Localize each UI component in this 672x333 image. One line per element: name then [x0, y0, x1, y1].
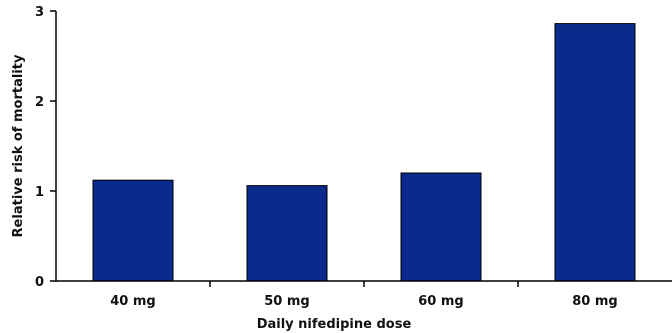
x-tick-label: 50 mg	[264, 294, 309, 309]
x-tick-label: 60 mg	[418, 294, 463, 309]
y-tick-label: 2	[35, 95, 44, 110]
bars	[92, 23, 636, 282]
y-axis-title: Relative risk of mortality	[11, 54, 26, 237]
bar-80-mg	[554, 23, 636, 282]
x-tick-labels: 40 mg 50 mg 60 mg 80 mg	[110, 294, 617, 309]
x-tick-label: 80 mg	[572, 294, 617, 309]
y-axis-ticks	[50, 10, 56, 282]
x-tick-label: 40 mg	[110, 294, 155, 309]
bar-60-mg	[400, 172, 482, 282]
y-tick-labels: 0 1 2 3	[35, 5, 44, 290]
bar-50-mg	[246, 185, 328, 282]
x-axis-ticks	[209, 281, 519, 287]
y-tick-label: 1	[35, 185, 44, 200]
y-tick-label: 3	[35, 5, 44, 20]
y-tick-label: 0	[35, 275, 44, 290]
x-axis-title: Daily nifedipine dose	[257, 317, 412, 332]
bar-40-mg	[92, 179, 174, 282]
